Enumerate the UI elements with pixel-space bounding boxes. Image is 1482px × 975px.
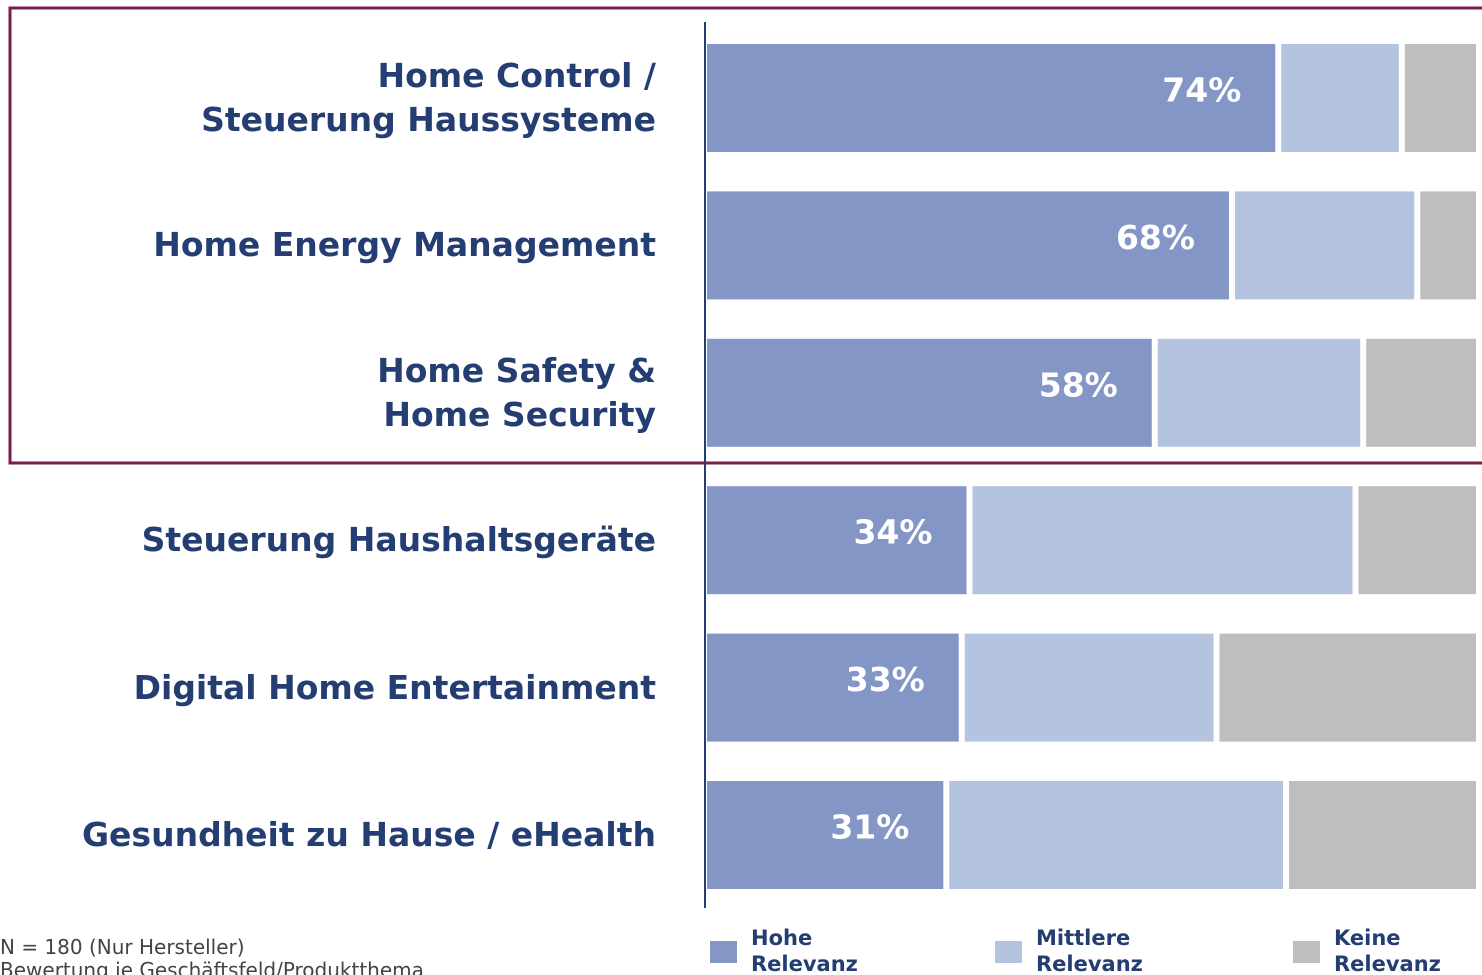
legend-label: Mittlere Relevanz [1036,926,1143,975]
bar-segment [972,486,1353,595]
bar-segment [964,633,1214,742]
value-label: 58% [1039,365,1118,404]
legend-swatch [1293,941,1320,963]
bar-segment [1234,191,1415,300]
value-label: 74% [1162,71,1241,110]
bar-segment [707,338,1152,447]
category-label: Home Energy Management [153,225,656,265]
value-label: 68% [1116,218,1195,257]
bar-segment [707,486,967,595]
bar-segment [707,191,1229,300]
bar-segment [707,781,944,889]
legend-label: Keine Relevanz [1334,926,1441,975]
bar-segment [1366,338,1476,447]
bar-segment [1420,191,1476,300]
category-label: Steuerung Haushaltsgeräte [141,520,656,560]
highlight-box [8,6,1482,465]
category-label: Home Safety & Home Security [377,350,656,434]
legend-label: Hohe Relevanz [751,926,858,975]
bar-segment [1219,633,1476,742]
footnote: Bewertung je Geschäftsfeld/Produktthema [0,958,424,975]
bar-segment [1404,44,1476,152]
bar-segment [707,44,1276,152]
footnote: N = 180 (Nur Hersteller) [0,935,245,959]
category-label: Home Control / Steuerung Haussysteme [201,56,656,139]
legend-swatch [710,941,737,963]
bar-segment [707,633,959,742]
category-label: Gesundheit zu Hause / eHealth [81,815,656,854]
value-label: 34% [853,513,932,552]
bar-segment [1281,44,1399,152]
value-label: 31% [830,808,909,847]
category-label: Digital Home Entertainment [133,667,656,707]
value-label: 33% [846,660,925,699]
bar-segment [949,781,1283,889]
bar-segment [1157,338,1361,447]
bar-segment [1289,781,1476,889]
legend-swatch [995,941,1022,963]
bar-segment [1358,486,1476,595]
